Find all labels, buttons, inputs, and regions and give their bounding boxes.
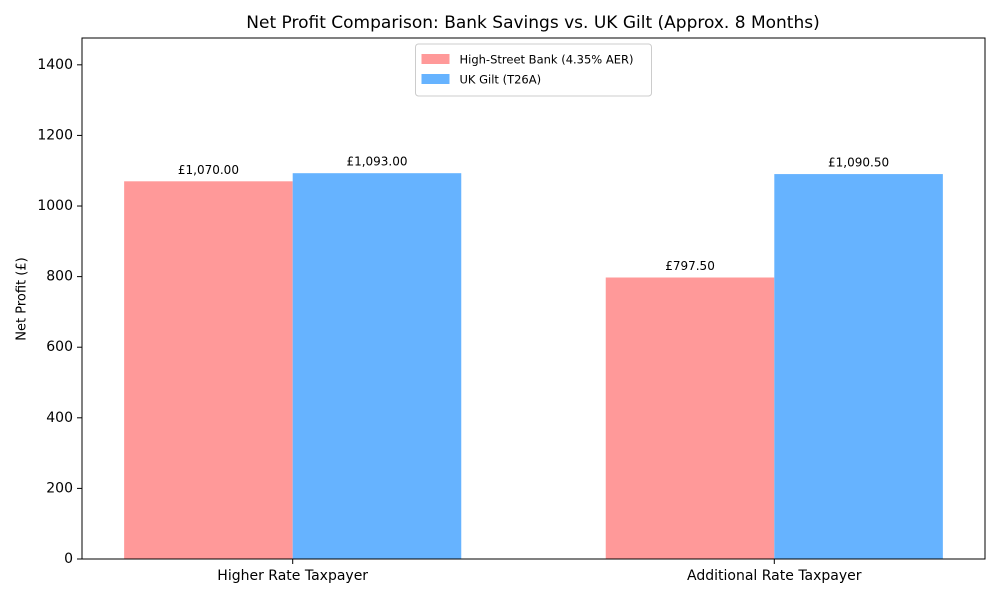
legend-swatch [421, 54, 450, 64]
y-tick-label: 1400 [37, 57, 73, 73]
x-tick-label: Higher Rate Taxpayer [217, 568, 368, 584]
legend-box [415, 43, 652, 97]
value-label: £1,070.00 [178, 163, 239, 177]
bar [124, 181, 293, 559]
y-tick-label: 1200 [37, 127, 73, 143]
value-label: £797.50 [665, 259, 715, 273]
y-tick-label: 600 [46, 339, 73, 355]
value-label: £1,090.50 [828, 156, 889, 170]
plot-frame [81, 37, 986, 560]
bar [605, 277, 775, 559]
chart-title: Net Profit Comparison: Bank Savings vs. … [246, 13, 819, 33]
bar [292, 173, 462, 559]
y-tick-label: 200 [46, 480, 73, 496]
x-tick-label: Additional Rate Taxpayer [687, 568, 862, 584]
y-axis-label: Net Profit (£) [15, 257, 30, 340]
y-tick-label: 1000 [37, 198, 73, 214]
bar [774, 174, 943, 559]
legend-label: UK Gilt (T26A) [460, 73, 542, 87]
legend-label: High-Street Bank (4.35% AER) [460, 53, 634, 67]
y-tick-label: 400 [46, 410, 73, 426]
y-tick-label: 800 [46, 269, 73, 285]
legend-swatch [421, 74, 450, 84]
value-label: £1,093.00 [346, 155, 407, 169]
y-tick-label: 0 [64, 551, 73, 567]
